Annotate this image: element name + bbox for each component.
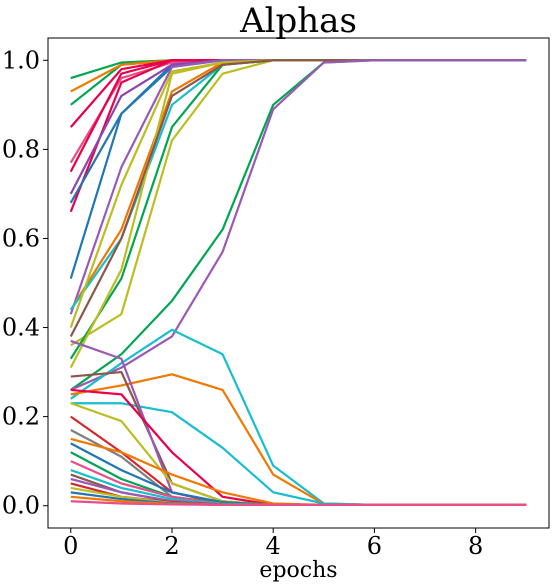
chart-title: Alphas: [239, 1, 357, 41]
series-line-16: [69, 59, 527, 360]
ticks-layer: 0 2 4 6 8 0.0 0.2 0.4 0.6 0.8 1.0: [2, 46, 483, 560]
x-tick-label: 2: [164, 532, 179, 560]
series-line-20: [70, 59, 527, 391]
series-line-9: [69, 59, 527, 195]
x-tick-label: 4: [266, 532, 281, 560]
y-tick-label: 0.8: [2, 135, 40, 163]
y-tick-label: 0.2: [2, 403, 40, 431]
series-line-4: [69, 59, 527, 128]
series-line-10: [69, 59, 527, 279]
series-line-41: [70, 500, 527, 506]
y-tick-label: 1.0: [2, 46, 40, 74]
x-axis-label: epochs: [259, 558, 337, 583]
y-tick-label: 0.6: [2, 224, 40, 252]
series-line-6: [69, 59, 527, 173]
y-tick-label: 0.4: [2, 314, 40, 342]
x-tick-label: 8: [468, 532, 483, 560]
series-line-17: [69, 59, 527, 369]
x-tick-label: 6: [367, 532, 382, 560]
y-tick-label: 0.0: [2, 492, 40, 520]
plot-frame: [47, 37, 550, 529]
x-tick-label: 0: [63, 532, 78, 560]
series-line-25: [70, 339, 527, 506]
series-layer: [69, 59, 527, 506]
